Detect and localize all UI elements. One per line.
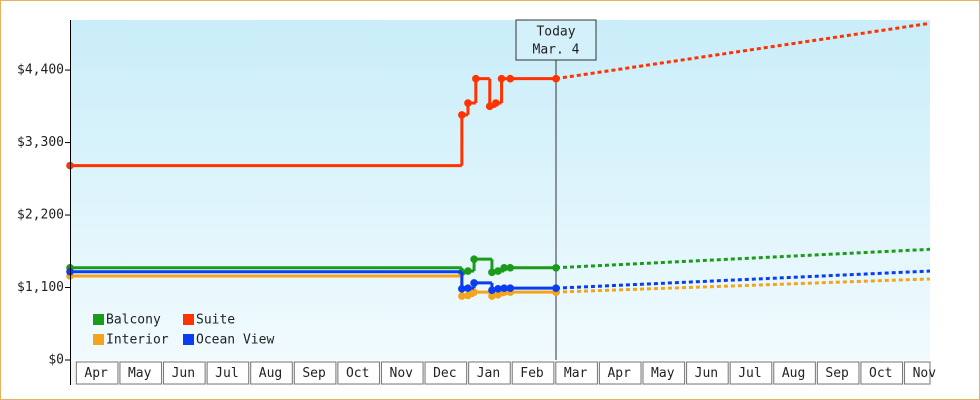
x-tick-box (293, 361, 337, 385)
point (464, 284, 472, 292)
forecast-line (555, 269, 931, 290)
x-tick-label: Aug (782, 366, 805, 381)
x-tick-label: Apr (84, 366, 108, 381)
legend-swatch (183, 334, 194, 345)
x-tick-box (904, 361, 931, 385)
x-tick-box (119, 361, 163, 385)
point (458, 292, 466, 300)
x-tick-label: Apr (607, 366, 631, 381)
point (494, 290, 502, 299)
legend-label: Interior (106, 333, 169, 348)
legend-label: Ocean View (196, 333, 274, 348)
x-tick-label: Dec (433, 366, 456, 381)
today-title: Today (536, 25, 575, 40)
x-tick-box (729, 361, 773, 385)
point (552, 74, 560, 83)
forecast-line (555, 277, 931, 294)
today-date: Mar. 4 (533, 43, 580, 58)
point (472, 74, 480, 83)
legend-label: Balcony (106, 313, 161, 328)
x-tick-box (642, 361, 686, 385)
forecast-line (555, 21, 931, 81)
x-tick-box (337, 361, 380, 385)
layer: $0 $1,100 $2,200 $3,300 $4,400 Apr May Jun Jul Au… (17, 19, 937, 385)
point (506, 263, 515, 272)
point (464, 291, 472, 300)
x-tick-label: May (651, 366, 675, 381)
y-tick-label: $1,100 (17, 280, 64, 295)
x-tick-label: Jun (695, 366, 718, 381)
x-tick-label: Sep (825, 366, 849, 381)
legend-swatch (183, 314, 194, 325)
x-tick-box (468, 361, 511, 385)
point (458, 285, 466, 293)
x-tick-label: Nov (913, 366, 937, 381)
y-tick-label: $2,200 (17, 208, 64, 223)
point (506, 284, 515, 292)
point (500, 284, 508, 292)
y-tick-label: $0 (48, 353, 64, 368)
x-tick-label: Aug (259, 366, 282, 381)
point (552, 284, 560, 292)
legend-swatch (93, 334, 104, 345)
x-tick-box (75, 361, 119, 385)
point (464, 267, 472, 275)
point (485, 102, 494, 111)
point (458, 111, 466, 119)
x-tick-label: Oct (869, 366, 892, 381)
x-tick-label: Oct (346, 366, 369, 381)
x-tick-box (250, 361, 293, 385)
point (506, 74, 515, 83)
point (488, 292, 496, 300)
point (500, 263, 508, 272)
today-box (515, 19, 597, 61)
x-tick-box (773, 361, 816, 385)
x-tick-box (816, 361, 860, 385)
x-tick-label: Mar (564, 366, 588, 381)
x-tick-box (511, 361, 555, 385)
point (488, 268, 496, 277)
x-tick-label: Jul (215, 366, 238, 381)
x-tick-label: May (128, 366, 152, 381)
x-tick-label: Jul (738, 366, 761, 381)
x-tick-box (686, 361, 729, 385)
x-tick-box (598, 361, 642, 385)
point (494, 285, 502, 293)
x-tick-box (424, 361, 468, 385)
legend-swatch (93, 314, 104, 325)
x-tick-label: Jun (172, 366, 195, 381)
x-tick-box (555, 361, 598, 385)
point (470, 279, 478, 287)
plot-area (70, 20, 930, 360)
y-tick-label: $3,300 (17, 135, 64, 150)
point (470, 255, 478, 263)
point (552, 263, 560, 272)
point (488, 286, 496, 294)
point (492, 99, 500, 107)
point (494, 267, 502, 275)
y-tick-label: $4,400 (17, 63, 64, 78)
x-tick-label: Feb (520, 366, 544, 381)
x-tick-label: Nov (390, 366, 414, 381)
point (464, 99, 472, 107)
legend-label: Suite (196, 313, 235, 328)
x-tick-box (860, 361, 904, 385)
x-tick-box (380, 361, 424, 385)
x-tick-label: Sep (302, 366, 326, 381)
x-tick-box (206, 361, 250, 385)
x-tick-label: Jan (477, 366, 500, 381)
point (497, 74, 506, 83)
x-tick-box (163, 361, 206, 385)
point (470, 288, 478, 296)
